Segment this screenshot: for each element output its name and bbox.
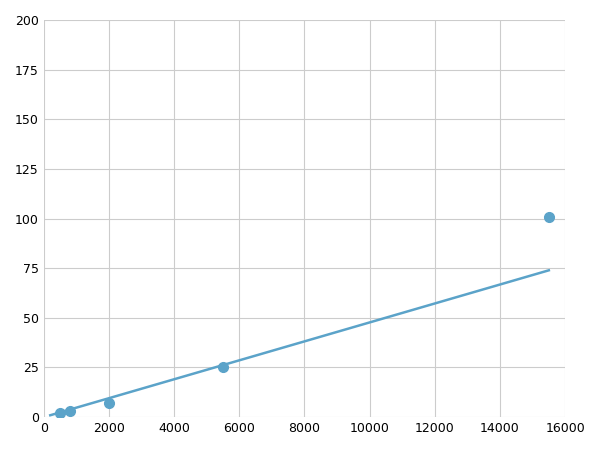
Point bbox=[218, 364, 228, 371]
Point bbox=[55, 410, 65, 417]
Point bbox=[544, 213, 554, 220]
Point bbox=[104, 400, 114, 407]
Point bbox=[65, 408, 74, 415]
